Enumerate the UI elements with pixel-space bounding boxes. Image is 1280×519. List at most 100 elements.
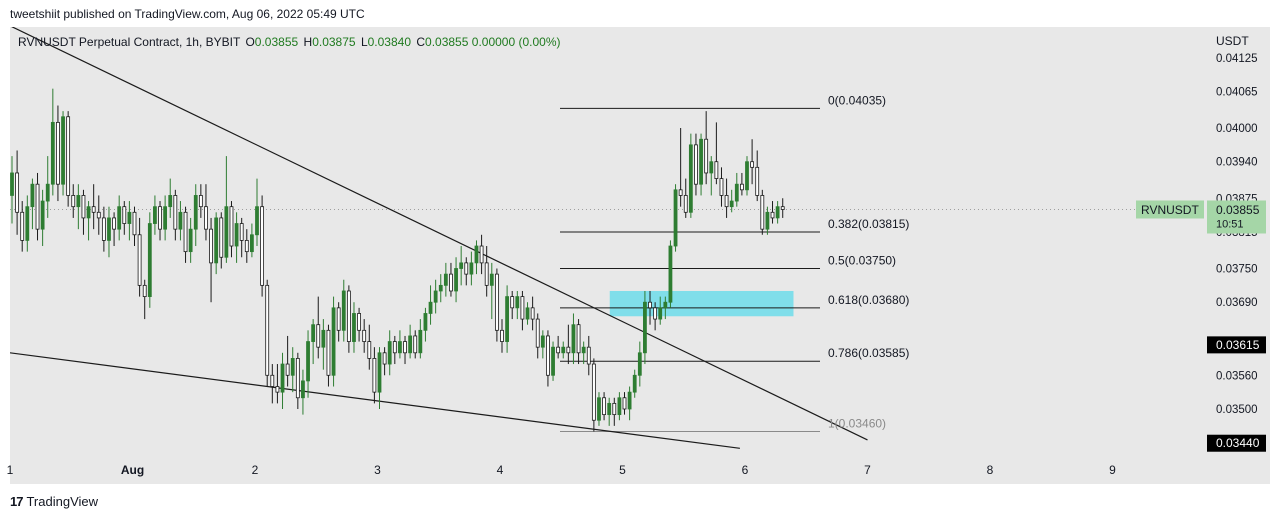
candle-body xyxy=(56,121,60,185)
candle-body xyxy=(653,307,658,320)
candle-body xyxy=(617,397,622,416)
candle-body xyxy=(316,324,321,348)
candle-body xyxy=(265,284,270,376)
y-tick-label: 0.04065 xyxy=(1216,86,1258,98)
candle-body xyxy=(586,346,591,365)
footer-brand: TradingView xyxy=(26,494,99,509)
candle-body xyxy=(35,183,40,230)
candle-body xyxy=(433,290,438,303)
candle-body xyxy=(694,144,698,185)
legend-symbol: RVNUSDT Perpetual Contract, 1h, BYBIT xyxy=(18,35,241,49)
candle-body xyxy=(556,346,561,354)
candle-body xyxy=(392,341,397,354)
candle-body xyxy=(765,211,770,230)
fib-level-label: 0.5(0.03750) xyxy=(828,254,896,268)
candle-body xyxy=(571,324,576,354)
candle-body xyxy=(663,301,668,309)
candle-body xyxy=(673,189,678,247)
candle-body xyxy=(622,397,627,410)
candle-body xyxy=(724,195,729,208)
y-tick-label: 0.03750 xyxy=(1216,264,1258,276)
candle-body xyxy=(204,206,208,230)
candle-body xyxy=(505,296,510,342)
x-tick-label: 5 xyxy=(619,463,626,477)
candle-body xyxy=(346,290,351,342)
y-tick-label: 0.04125 xyxy=(1216,53,1258,65)
candle-body xyxy=(10,172,14,196)
candle-body xyxy=(632,374,637,393)
candle-body xyxy=(607,402,612,416)
candle-body xyxy=(234,223,239,247)
legend-close-label: C xyxy=(416,35,426,49)
candle-body xyxy=(403,341,407,354)
publish-header: tweetshiit published on TradingView.com,… xyxy=(10,7,365,21)
candle-body xyxy=(510,296,515,309)
candle-body xyxy=(61,116,65,185)
candle-body xyxy=(295,358,300,399)
candle-body xyxy=(158,206,162,230)
candle-body xyxy=(535,318,540,348)
candle-body xyxy=(45,183,50,202)
candle-body xyxy=(423,313,428,331)
candle-body xyxy=(459,262,464,269)
candle-body xyxy=(464,262,469,275)
candle-body xyxy=(71,195,76,208)
candle-body xyxy=(112,217,116,230)
candle-body xyxy=(428,301,433,314)
candle-body xyxy=(387,341,392,365)
candle-body xyxy=(107,217,111,241)
candle-body xyxy=(443,273,448,286)
trendline xyxy=(10,352,740,449)
candle-body xyxy=(755,166,760,196)
candle-body xyxy=(540,335,545,348)
tradingview-logo-icon: 17 xyxy=(10,494,24,509)
candle-body xyxy=(469,262,474,275)
candle-body xyxy=(408,335,413,354)
candle-body xyxy=(137,234,142,286)
candle-body xyxy=(729,200,734,208)
fib-zone-rect xyxy=(609,290,794,317)
candle-body xyxy=(637,352,642,376)
candle-body xyxy=(489,273,494,286)
candle-body xyxy=(413,335,418,354)
x-tick-label: 4 xyxy=(497,463,504,477)
candle-body xyxy=(576,324,581,354)
price-marker-label: 0.03615 xyxy=(1216,338,1260,352)
candle-body xyxy=(214,217,219,264)
legend-low-label: L xyxy=(360,35,368,49)
candle-body xyxy=(285,363,290,376)
candle-body xyxy=(750,161,755,168)
candle-body xyxy=(96,211,101,219)
candle-body xyxy=(229,206,234,247)
price-marker-bg xyxy=(1207,434,1266,452)
y-tick-label: 0.03940 xyxy=(1216,157,1258,169)
candle-body xyxy=(454,268,458,292)
x-tick-label: 2 xyxy=(252,463,259,477)
legend-high-value: 0.03875 xyxy=(312,35,356,49)
candle-body xyxy=(183,211,188,253)
candle-body xyxy=(566,346,571,354)
candle-body xyxy=(153,206,157,224)
candle-body xyxy=(709,161,714,174)
legend-change: 0.00000 (0.00%) xyxy=(471,35,561,49)
trendline xyxy=(11,27,868,441)
candle-body xyxy=(117,206,122,230)
candle-body xyxy=(40,200,45,230)
candle-body xyxy=(561,346,566,354)
candle-body xyxy=(678,189,683,196)
price-marker-bg xyxy=(1207,336,1266,354)
candle-body xyxy=(255,206,259,236)
candle-body xyxy=(311,324,316,342)
candle-body xyxy=(494,273,499,331)
candle-body xyxy=(249,234,254,253)
candle-body xyxy=(101,217,106,241)
fib-level-label: 0.382(0.03815) xyxy=(828,217,909,231)
candle-body xyxy=(239,223,244,241)
y-tick-label: 0.03500 xyxy=(1216,404,1258,416)
candle-body xyxy=(530,307,535,320)
candle-body xyxy=(331,307,336,376)
x-tick-label: 9 xyxy=(1109,463,1116,477)
candle-body xyxy=(30,183,35,208)
candle-body xyxy=(515,296,520,309)
